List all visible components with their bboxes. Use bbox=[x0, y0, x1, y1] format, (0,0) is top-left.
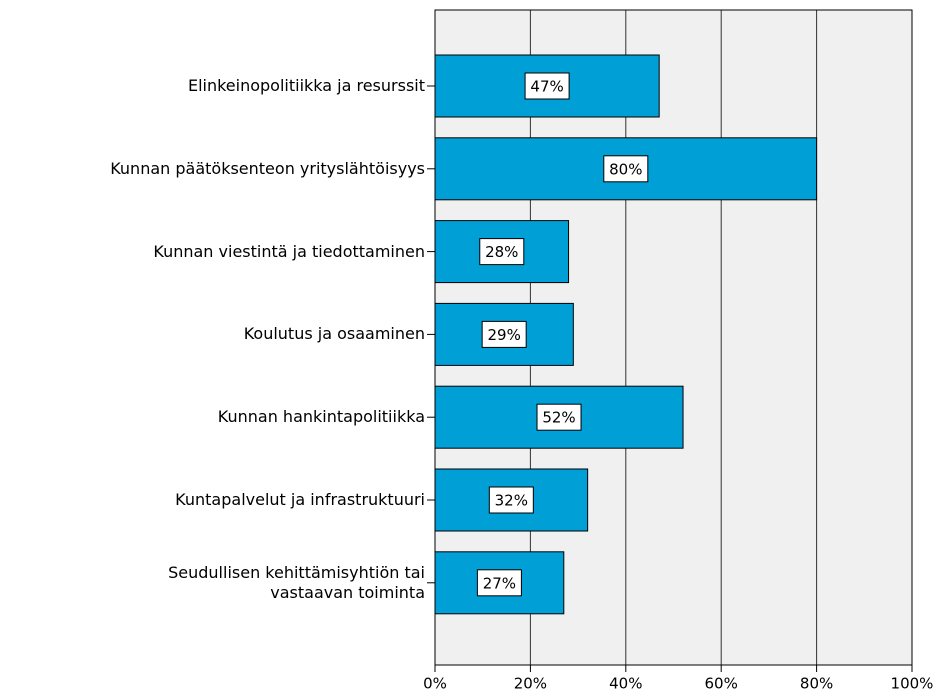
x-tick-label: 80% bbox=[800, 675, 833, 691]
y-tick-label: Seudullisen kehittämisyhtiön tai vastaav… bbox=[168, 562, 425, 602]
value-label-box bbox=[476, 569, 522, 597]
value-label-box bbox=[603, 155, 649, 183]
value-label-box bbox=[488, 486, 534, 514]
value-label-box bbox=[479, 238, 525, 266]
y-tick-label: Kunnan viestintä ja tiedottaminen bbox=[153, 241, 425, 261]
value-label: 28% bbox=[485, 243, 518, 261]
value-label-box bbox=[524, 72, 570, 100]
y-tick-label: Kunnan hankintapolitiikka bbox=[217, 407, 425, 427]
value-label: 29% bbox=[487, 326, 520, 344]
value-label: 32% bbox=[495, 492, 528, 510]
x-tick-label: 60% bbox=[705, 675, 738, 691]
x-tick-label: 40% bbox=[609, 675, 642, 691]
value-label: 52% bbox=[542, 409, 575, 427]
value-label: 27% bbox=[483, 574, 516, 592]
x-tick-label: 0% bbox=[423, 675, 447, 691]
value-label: 47% bbox=[530, 78, 563, 96]
y-tick-label: Elinkeinopolitiikka ja resurssit bbox=[187, 76, 425, 95]
value-label: 80% bbox=[609, 160, 642, 178]
y-tick-label: Koulutus ja osaaminen bbox=[243, 324, 425, 344]
value-label-box bbox=[481, 320, 527, 348]
plot-border bbox=[434, 9, 913, 666]
y-tick-label: Kunnan päätöksenteon yrityslähtöisyys bbox=[110, 158, 425, 178]
x-tick-label: 20% bbox=[514, 675, 547, 691]
y-tick-label: Kuntapalvelut ja infrastruktuuri bbox=[175, 490, 425, 509]
value-label-box bbox=[536, 403, 582, 431]
x-tick-label: 100% bbox=[891, 675, 934, 691]
